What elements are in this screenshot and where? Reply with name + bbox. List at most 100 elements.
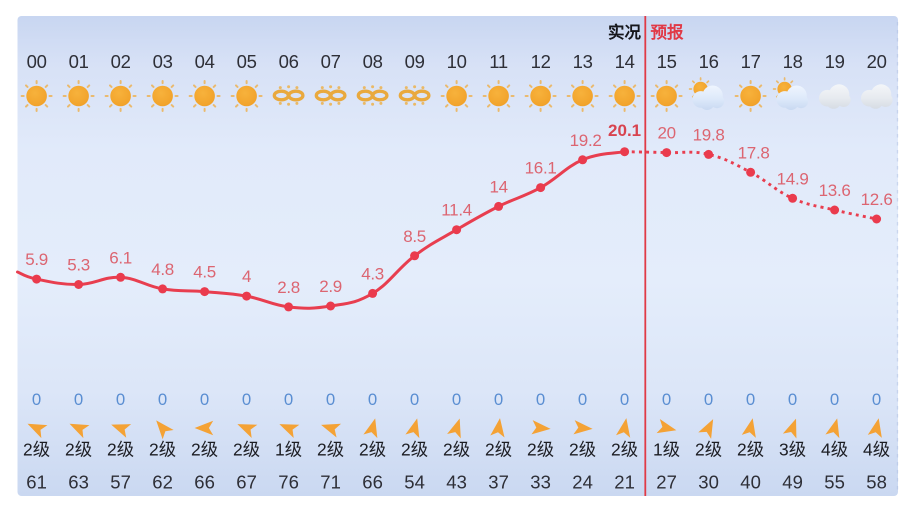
svg-text:0: 0 (326, 390, 335, 409)
svg-text:2级: 2级 (191, 440, 218, 460)
svg-text:19.8: 19.8 (693, 125, 725, 144)
svg-text:11: 11 (489, 51, 508, 72)
svg-text:实况: 实况 (608, 22, 642, 42)
svg-text:14.9: 14.9 (777, 169, 809, 188)
svg-text:19: 19 (825, 51, 845, 72)
svg-text:4.8: 4.8 (151, 260, 174, 279)
svg-text:0: 0 (872, 390, 881, 409)
svg-text:2级: 2级 (485, 440, 512, 460)
svg-text:04: 04 (195, 51, 215, 72)
svg-text:11.4: 11.4 (441, 201, 472, 220)
svg-text:4.5: 4.5 (193, 263, 216, 282)
svg-text:24: 24 (572, 472, 593, 493)
svg-text:0: 0 (242, 390, 251, 409)
svg-text:61: 61 (26, 472, 47, 493)
svg-text:10: 10 (447, 51, 467, 72)
svg-text:76: 76 (278, 472, 299, 493)
svg-text:0: 0 (158, 390, 167, 409)
svg-text:57: 57 (110, 472, 131, 493)
svg-text:16: 16 (699, 51, 719, 72)
svg-text:66: 66 (194, 472, 215, 493)
svg-text:20.1: 20.1 (608, 121, 641, 140)
svg-text:18: 18 (783, 51, 803, 72)
svg-text:63: 63 (68, 472, 89, 493)
svg-text:0: 0 (200, 390, 209, 409)
svg-text:00: 00 (27, 51, 47, 72)
svg-text:0: 0 (662, 390, 671, 409)
svg-text:2级: 2级 (401, 440, 428, 460)
svg-text:37: 37 (488, 472, 509, 493)
svg-text:12.6: 12.6 (861, 190, 893, 209)
svg-text:02: 02 (111, 51, 131, 72)
svg-text:2级: 2级 (107, 440, 134, 460)
svg-text:0: 0 (578, 390, 587, 409)
svg-text:20: 20 (657, 124, 675, 143)
svg-text:0: 0 (830, 390, 839, 409)
svg-text:4: 4 (242, 267, 251, 286)
svg-text:19.2: 19.2 (570, 131, 602, 150)
svg-text:2级: 2级 (611, 440, 638, 460)
svg-text:0: 0 (536, 390, 545, 409)
svg-text:30: 30 (698, 472, 719, 493)
svg-text:4级: 4级 (821, 440, 848, 460)
svg-text:01: 01 (69, 51, 89, 72)
svg-text:2.8: 2.8 (277, 278, 300, 297)
svg-text:14: 14 (489, 177, 507, 196)
svg-text:预报: 预报 (651, 22, 685, 42)
svg-text:2.9: 2.9 (319, 277, 342, 296)
svg-text:08: 08 (363, 51, 383, 72)
svg-text:5.3: 5.3 (67, 256, 90, 275)
svg-text:2级: 2级 (149, 440, 176, 460)
svg-text:06: 06 (279, 51, 299, 72)
svg-text:1级: 1级 (653, 440, 680, 460)
svg-text:49: 49 (782, 472, 803, 493)
svg-text:05: 05 (237, 51, 257, 72)
svg-text:43: 43 (446, 472, 467, 493)
svg-text:0: 0 (746, 390, 755, 409)
svg-text:54: 54 (404, 472, 425, 493)
svg-text:13: 13 (573, 51, 593, 72)
svg-text:17: 17 (741, 51, 761, 72)
svg-text:6.1: 6.1 (109, 248, 132, 267)
svg-text:5.9: 5.9 (25, 250, 48, 269)
svg-text:0: 0 (788, 390, 797, 409)
svg-text:2级: 2级 (737, 440, 764, 460)
svg-text:14: 14 (615, 51, 635, 72)
svg-text:2级: 2级 (23, 440, 50, 460)
svg-text:58: 58 (866, 472, 887, 493)
svg-text:0: 0 (494, 390, 503, 409)
svg-text:33: 33 (530, 472, 551, 493)
svg-text:13.6: 13.6 (819, 181, 851, 200)
svg-text:12: 12 (531, 51, 551, 72)
svg-text:0: 0 (32, 390, 41, 409)
svg-text:21: 21 (614, 472, 635, 493)
svg-text:0: 0 (74, 390, 83, 409)
svg-text:67: 67 (236, 472, 257, 493)
svg-text:55: 55 (824, 472, 845, 493)
svg-text:71: 71 (320, 472, 341, 493)
svg-text:3级: 3级 (779, 440, 806, 460)
svg-text:17.8: 17.8 (738, 143, 770, 162)
svg-text:2级: 2级 (527, 440, 554, 460)
svg-text:2级: 2级 (569, 440, 596, 460)
svg-text:2级: 2级 (233, 440, 260, 460)
svg-text:0: 0 (284, 390, 293, 409)
svg-text:15: 15 (657, 51, 677, 72)
svg-text:20: 20 (867, 51, 887, 72)
svg-text:16.1: 16.1 (525, 159, 557, 178)
svg-text:40: 40 (740, 472, 761, 493)
svg-text:2级: 2级 (695, 440, 722, 460)
svg-text:8.5: 8.5 (403, 227, 426, 246)
svg-text:62: 62 (152, 472, 173, 493)
svg-text:2级: 2级 (443, 440, 470, 460)
svg-text:0: 0 (116, 390, 125, 409)
svg-text:0: 0 (620, 390, 629, 409)
svg-text:03: 03 (153, 51, 173, 72)
svg-text:4级: 4级 (863, 440, 890, 460)
svg-text:0: 0 (452, 390, 461, 409)
svg-text:27: 27 (656, 472, 677, 493)
svg-text:1级: 1级 (275, 440, 302, 460)
svg-text:2级: 2级 (317, 440, 344, 460)
svg-text:66: 66 (362, 472, 383, 493)
svg-text:4.3: 4.3 (361, 264, 384, 283)
